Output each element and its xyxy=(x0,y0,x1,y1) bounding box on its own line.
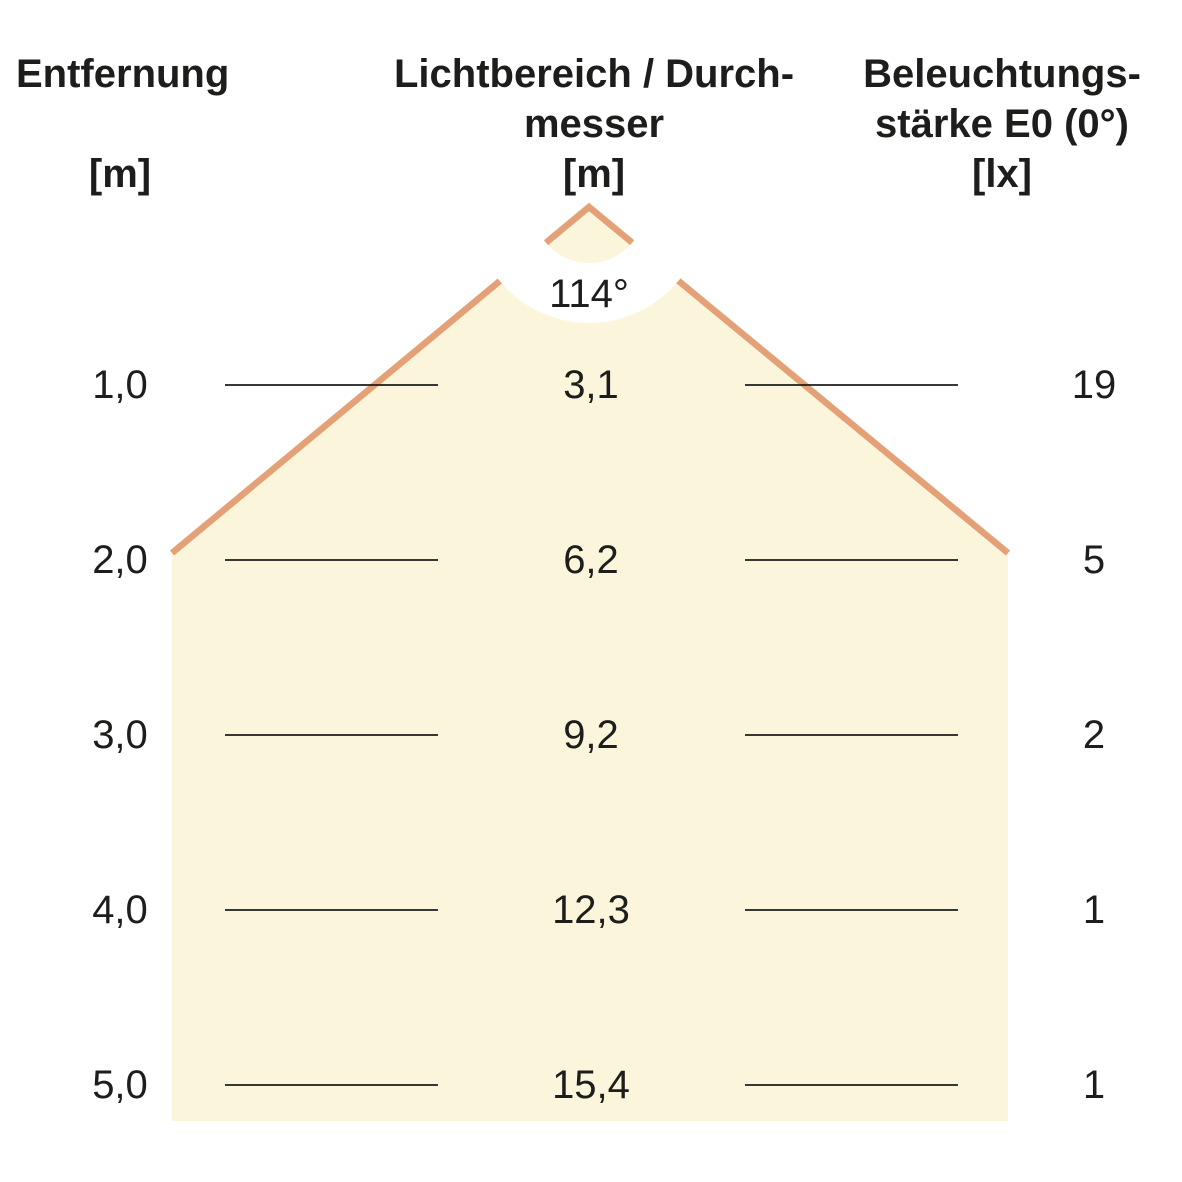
column-header-unit: [lx] xyxy=(972,152,1032,196)
illuminance-value: 2 xyxy=(1082,713,1106,757)
column-header-distance: Entfernung [m] xyxy=(16,49,230,199)
distance-value: 3,0 xyxy=(92,713,148,757)
diameter-value: 3,1 xyxy=(563,363,619,407)
diameter-value: 6,2 xyxy=(563,538,619,582)
distance-value: 5,0 xyxy=(92,1063,148,1107)
distance-value: 4,0 xyxy=(92,888,148,932)
column-header-title: Beleuchtungs- xyxy=(863,52,1141,96)
column-header-illuminance: Beleuchtungs- stärke E0 (0°) [lx] xyxy=(842,49,1162,199)
column-header-unit: [m] xyxy=(88,152,152,196)
distance-value: 2,0 xyxy=(92,538,148,582)
column-header-title: Lichtbereich / Durch- xyxy=(394,52,795,96)
illuminance-value: 1 xyxy=(1082,888,1106,932)
cone-edge-stroke xyxy=(169,202,1011,556)
illuminance-value: 1 xyxy=(1082,1063,1106,1107)
column-header-title: Entfernung xyxy=(16,52,230,96)
diameter-value: 15,4 xyxy=(552,1063,630,1107)
beam-angle-label: 114° xyxy=(549,272,629,316)
diameter-value: 9,2 xyxy=(563,713,619,757)
column-header-title-2: messer xyxy=(523,102,665,146)
illuminance-value: 5 xyxy=(1082,538,1106,582)
row-lines xyxy=(225,384,958,1086)
beam-angle-gap-band xyxy=(476,221,702,324)
light-cone-fill xyxy=(172,207,1008,1121)
distance-value: 1,0 xyxy=(92,363,148,407)
diameter-value: 12,3 xyxy=(552,888,630,932)
column-header-spacer xyxy=(16,99,224,149)
column-header-title-2: stärke E0 (0°) xyxy=(875,102,1129,146)
column-header-diameter: Lichtbereich / Durch- messer [m] xyxy=(394,49,794,199)
column-header-unit: [m] xyxy=(562,152,626,196)
illuminance-value: 19 xyxy=(1071,363,1117,407)
